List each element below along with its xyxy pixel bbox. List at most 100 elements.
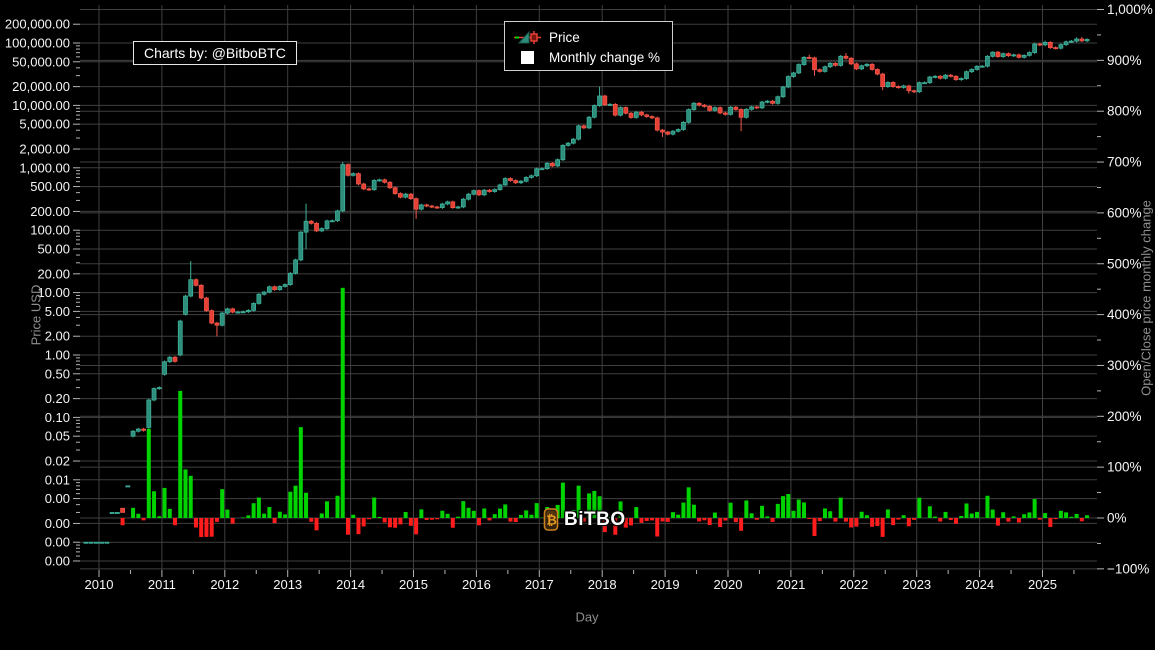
monthly-change-bars-layer [120,287,1090,538]
right-axis-tick-label: 700% [1107,155,1142,170]
monthly-change-bar [828,511,833,518]
monthly-change-bar [822,508,827,518]
x-axis-tick-label: 2025 [1028,577,1057,592]
monthly-change-bar [309,518,314,522]
price-candle [644,114,650,117]
monthly-change-bar [393,518,398,528]
price-candle [806,56,812,59]
monthly-change-bar [429,518,434,520]
monthly-change-bar [744,500,749,518]
price-candle [1027,52,1032,56]
monthly-change-bar [193,518,198,528]
left-axis-tick-label: 500.00 [30,179,70,194]
monthly-change-bar [456,516,461,518]
price-candle [958,78,964,80]
monthly-change-bar [718,518,723,528]
left-axis-tick-label: 20,000.00 [12,79,70,94]
monthly-change-bar [665,518,670,522]
monthly-change-bar [864,515,869,518]
watermark-text: BiTBO [564,509,626,530]
legend-item-price[interactable]: Price [513,27,664,47]
legend-item-monthly-change[interactable]: Monthly change % [513,47,664,67]
monthly-change-bar [576,485,581,518]
monthly-change-bar [534,503,539,518]
monthly-change-bar [214,518,219,522]
left-axis-tick-label: 0.20 [45,391,70,406]
price-candle [843,55,849,59]
monthly-change-bar [802,502,807,518]
price-candle [156,387,162,390]
monthly-change-bar [954,518,959,524]
monthly-change-bar [1001,512,1006,518]
monthly-change-bar [445,513,450,518]
monthly-change-bar [173,518,178,526]
price-candle [597,95,602,107]
left-axis-tick-label: 5.00 [45,304,70,319]
left-axis-tick-label: 2.00 [45,329,70,344]
x-axis-tick-label: 2016 [462,577,491,592]
monthly-change-bar [618,501,623,518]
monthly-change-bar [408,518,413,526]
price-candle [544,162,550,169]
monthly-change-bar [670,512,675,518]
monthly-change-bar [775,503,780,518]
left-axis-tick-label: 0.00 [45,535,70,550]
price-candle [487,189,492,192]
monthly-change-bar [477,518,482,526]
price-candle [937,75,943,79]
monthly-change-bar [497,508,502,518]
price-candle [329,220,335,223]
monthly-change-bar [807,518,812,520]
monthly-change-bar [770,518,775,522]
monthly-change-bar [162,487,167,518]
monthly-change-bar [702,518,707,521]
price-candle [529,175,534,178]
monthly-change-bar [1064,512,1069,518]
price-candle [282,284,288,287]
price-candle [246,309,251,313]
price-candle [838,55,844,66]
price-candle [570,138,576,144]
price-candle [387,181,393,189]
price-candle [146,399,152,428]
price-candle [272,286,277,290]
price-candle [445,201,450,205]
x-axis-tick-label: 2014 [336,577,365,592]
price-candle [633,111,639,118]
price-candle [759,101,765,109]
price-candle [754,106,760,109]
price-candle [361,183,367,190]
price-candle [408,193,414,200]
price-candle [906,85,912,92]
monthly-change-bar [859,511,864,518]
monthly-change-bar [366,518,371,520]
monthly-change-bar [791,510,796,518]
price-candle [114,512,120,514]
price-candle [932,75,938,78]
monthly-change-bar [304,492,309,518]
monthly-change-bar [870,518,875,527]
monthly-change-bar [157,516,162,518]
monthly-change-bar [723,518,728,521]
price-candle [717,107,723,114]
left-axis-tick-label: 2,000.00 [19,142,70,157]
price-candle [555,159,561,167]
monthly-change-bar [849,518,854,528]
monthly-change-bar [812,518,817,536]
x-axis-tick-label: 2013 [273,577,302,592]
price-candle [293,259,298,274]
x-axis-tick-label: 2019 [651,577,680,592]
price-candle [403,193,409,198]
price-candle [502,178,508,186]
price-candle [733,106,739,110]
price-candle [948,74,954,77]
x-axis-tick-label: 2018 [588,577,617,592]
price-candle [654,117,660,131]
price-candle [649,116,655,119]
monthly-change-bar [634,507,639,518]
price-candle [675,129,681,132]
right-axis-tick-label: 200% [1107,409,1142,424]
price-candle [728,106,733,115]
right-axis-tick-label: 500% [1107,256,1142,271]
